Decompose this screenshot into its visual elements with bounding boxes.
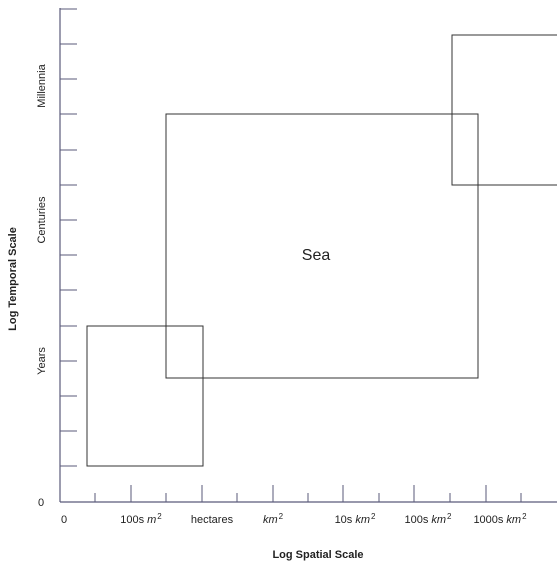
sea-region-box xyxy=(165,113,479,379)
x-origin-label: 0 xyxy=(61,514,67,526)
x-tick-label-hectares: hectares xyxy=(191,514,234,526)
x-tick-label-km2: km2 xyxy=(263,512,284,526)
x-axis-title: Log Spatial Scale xyxy=(272,549,363,561)
x-tick-label-1000s-km2: 1000s km2 xyxy=(473,512,527,526)
sea-region-label: Sea xyxy=(302,247,331,264)
y-axis-title: Log Temporal Scale xyxy=(7,227,19,331)
x-tick-label-100s-m2: 100s m2 xyxy=(120,512,162,526)
small-region-box xyxy=(86,325,204,467)
x-tick-label-10s-km2: 10s km2 xyxy=(335,512,376,526)
large-region-box xyxy=(451,34,557,186)
x-axis-ticks xyxy=(94,485,522,502)
y-tick-label-centuries: Centuries xyxy=(36,196,48,244)
y-axis-ticks xyxy=(60,8,77,467)
y-tick-label-years: Years xyxy=(36,347,48,375)
y-tick-label-millennia: Millennia xyxy=(36,63,48,107)
x-tick-label-100s-km2: 100s km2 xyxy=(405,512,453,526)
y-origin-label: 0 xyxy=(38,497,44,509)
